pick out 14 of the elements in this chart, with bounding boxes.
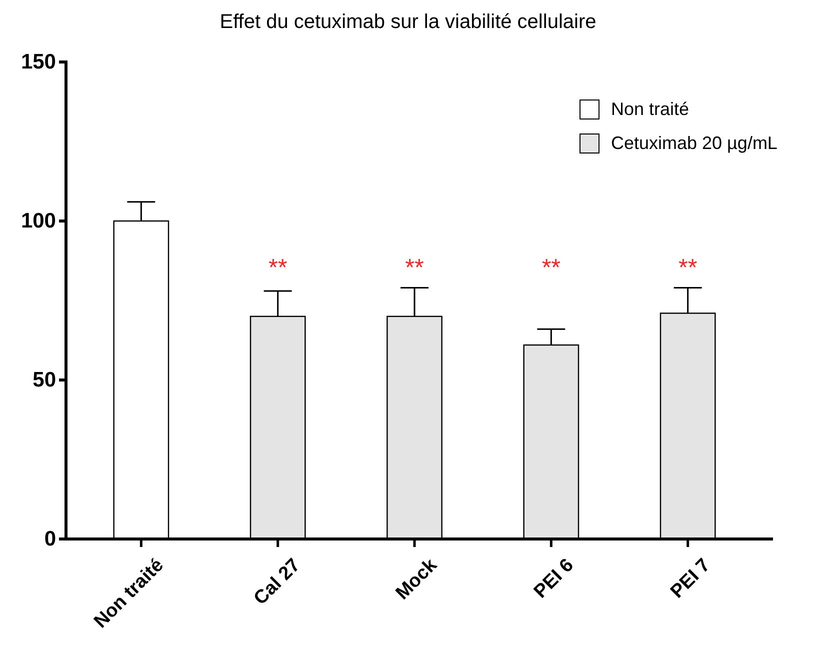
y-tick-label: 0 [44, 528, 56, 551]
x-tick-label: PEI 6 [530, 554, 578, 603]
annotation: ** [268, 254, 288, 282]
annotation: ** [405, 254, 424, 282]
legend-label: Cetuximab 20 µg/mL [611, 132, 778, 153]
chart-title: Effet du cetuximab sur la viabilité cellulaire [220, 11, 596, 33]
x-tick-label: Cal 27 [250, 554, 305, 610]
annotation: ** [678, 254, 698, 282]
x-tick-label: PEI 7 [666, 554, 715, 603]
y-tick-label: 50 [32, 368, 56, 392]
y-tick-label: 100 [20, 210, 56, 233]
y-tick-label: 150 [20, 50, 56, 74]
legend-label: Non traité [611, 98, 690, 119]
annotation: ** [542, 254, 561, 282]
